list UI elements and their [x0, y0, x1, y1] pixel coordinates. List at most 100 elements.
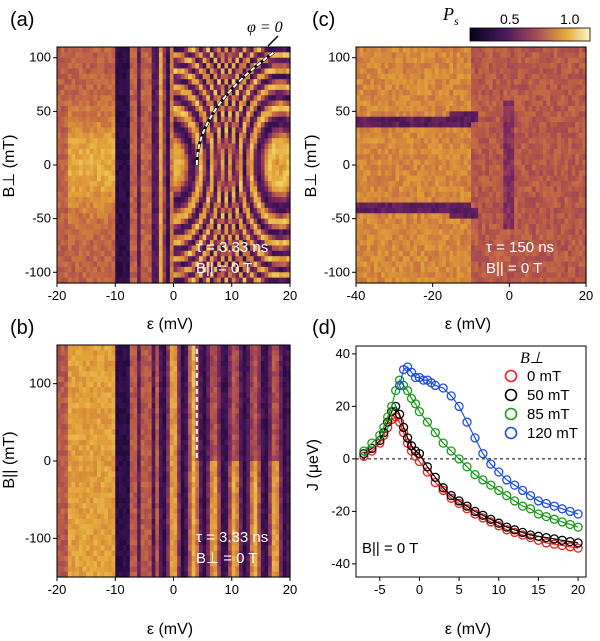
heatmap-cell — [82, 143, 87, 150]
heatmap-cell — [64, 234, 69, 241]
heatmap-cell — [177, 466, 182, 473]
heatmap-cell — [173, 127, 178, 134]
heatmap-cell — [78, 461, 84, 467]
heatmap-cell — [104, 111, 109, 118]
heatmap-cell — [217, 73, 222, 80]
heatmap-cell — [86, 487, 91, 494]
heatmap-cell — [231, 266, 236, 273]
heatmap-cell — [75, 387, 80, 394]
heatmap-cell — [282, 186, 287, 193]
heatmap-cell — [137, 350, 142, 357]
heatmap-cell — [177, 397, 182, 404]
heatmap-cell — [151, 387, 156, 394]
phi-zero-curve — [195, 51, 275, 166]
heatmap-cell — [213, 89, 218, 96]
heatmap-cell — [137, 445, 142, 452]
heatmap-cell — [220, 132, 226, 139]
heatmap-cell — [93, 376, 98, 383]
heatmap-cell — [279, 445, 284, 452]
heatmap-cell — [228, 127, 233, 134]
heatmap-cell — [220, 408, 226, 415]
heatmap-cell — [111, 250, 116, 257]
heatmap-cell — [89, 250, 95, 257]
heatmap-cell — [209, 138, 215, 145]
heatmap-cell — [166, 256, 171, 263]
heatmap-cell — [286, 413, 291, 420]
heatmap-cell — [279, 403, 284, 409]
heatmap-cell — [224, 57, 229, 64]
heatmap-cell — [202, 487, 207, 494]
heatmap-cell — [107, 403, 113, 409]
heatmap-cell — [198, 439, 204, 446]
heatmap-cell — [177, 250, 182, 257]
heatmap-cell — [228, 229, 233, 236]
heatmap-cell — [129, 387, 135, 394]
heatmap-cell — [104, 197, 109, 204]
heatmap-cell — [144, 111, 149, 118]
heatmap-cell — [253, 355, 258, 362]
heatmap-cell — [133, 154, 138, 161]
heatmap-cell — [107, 154, 113, 161]
heatmap-cell — [60, 381, 65, 388]
heatmap-cell — [162, 47, 167, 53]
heatmap-cell — [137, 482, 142, 488]
heatmap-cell — [169, 513, 175, 520]
heatmap-cell — [220, 413, 226, 420]
heatmap-cell — [162, 429, 167, 436]
heatmap-cell — [180, 234, 186, 241]
heatmap-cell — [64, 439, 69, 446]
heatmap-cell — [151, 106, 156, 112]
heatmap-cell — [264, 165, 269, 171]
heatmap-cell — [140, 181, 145, 188]
heatmap-cell — [246, 207, 251, 214]
heatmap-cell — [184, 508, 189, 515]
heatmap-cell — [213, 471, 218, 478]
heatmap-cell — [253, 256, 258, 263]
heatmap-cell — [144, 350, 149, 357]
heatmap-cell — [279, 413, 284, 420]
heatmap-cell — [100, 138, 105, 145]
heatmap-cell — [93, 63, 98, 70]
heatmap-cell — [257, 165, 262, 171]
heatmap-cell — [137, 240, 142, 247]
heatmap-cell — [220, 487, 226, 494]
heatmap-cell — [260, 371, 266, 378]
heatmap-cell — [115, 360, 120, 367]
heatmap-cell — [93, 229, 98, 236]
heatmap-cell — [57, 84, 62, 91]
heatmap-cell — [202, 366, 207, 372]
heatmap-cell — [75, 492, 80, 499]
heatmap-cell — [155, 413, 160, 420]
heatmap-cell — [126, 492, 131, 499]
heatmap-cell — [235, 476, 240, 483]
heatmap-cell — [264, 84, 269, 91]
heatmap-cell — [97, 277, 102, 284]
heatmap-cell — [104, 261, 109, 268]
heatmap-cell — [198, 256, 204, 263]
heatmap-cell — [158, 487, 164, 494]
heatmap-cell — [148, 497, 153, 504]
heatmap-cell — [195, 476, 200, 483]
heatmap-cell — [224, 450, 229, 457]
heatmap-cell — [202, 106, 207, 112]
heatmap-cell — [224, 461, 229, 467]
heatmap-cell — [279, 47, 284, 53]
heatmap-cell — [228, 261, 233, 268]
heatmap-cell — [213, 73, 218, 80]
heatmap-cell — [253, 224, 258, 230]
heatmap-cell — [260, 68, 266, 75]
heatmap-cell — [162, 256, 167, 263]
heatmap-cell — [235, 116, 240, 123]
heatmap-cell — [75, 397, 80, 404]
heatmap-cell — [228, 445, 233, 452]
heatmap-cell — [133, 245, 138, 252]
heatmap-cell — [122, 127, 127, 134]
heatmap-cell — [144, 487, 149, 494]
heatmap-cell — [104, 218, 109, 225]
heatmap-cell — [271, 487, 277, 494]
heatmap-cell — [202, 403, 207, 409]
heatmap-cell — [282, 245, 287, 252]
heatmap-cell — [166, 345, 171, 351]
heatmap-cell — [75, 111, 80, 118]
heatmap-cell — [82, 73, 87, 80]
